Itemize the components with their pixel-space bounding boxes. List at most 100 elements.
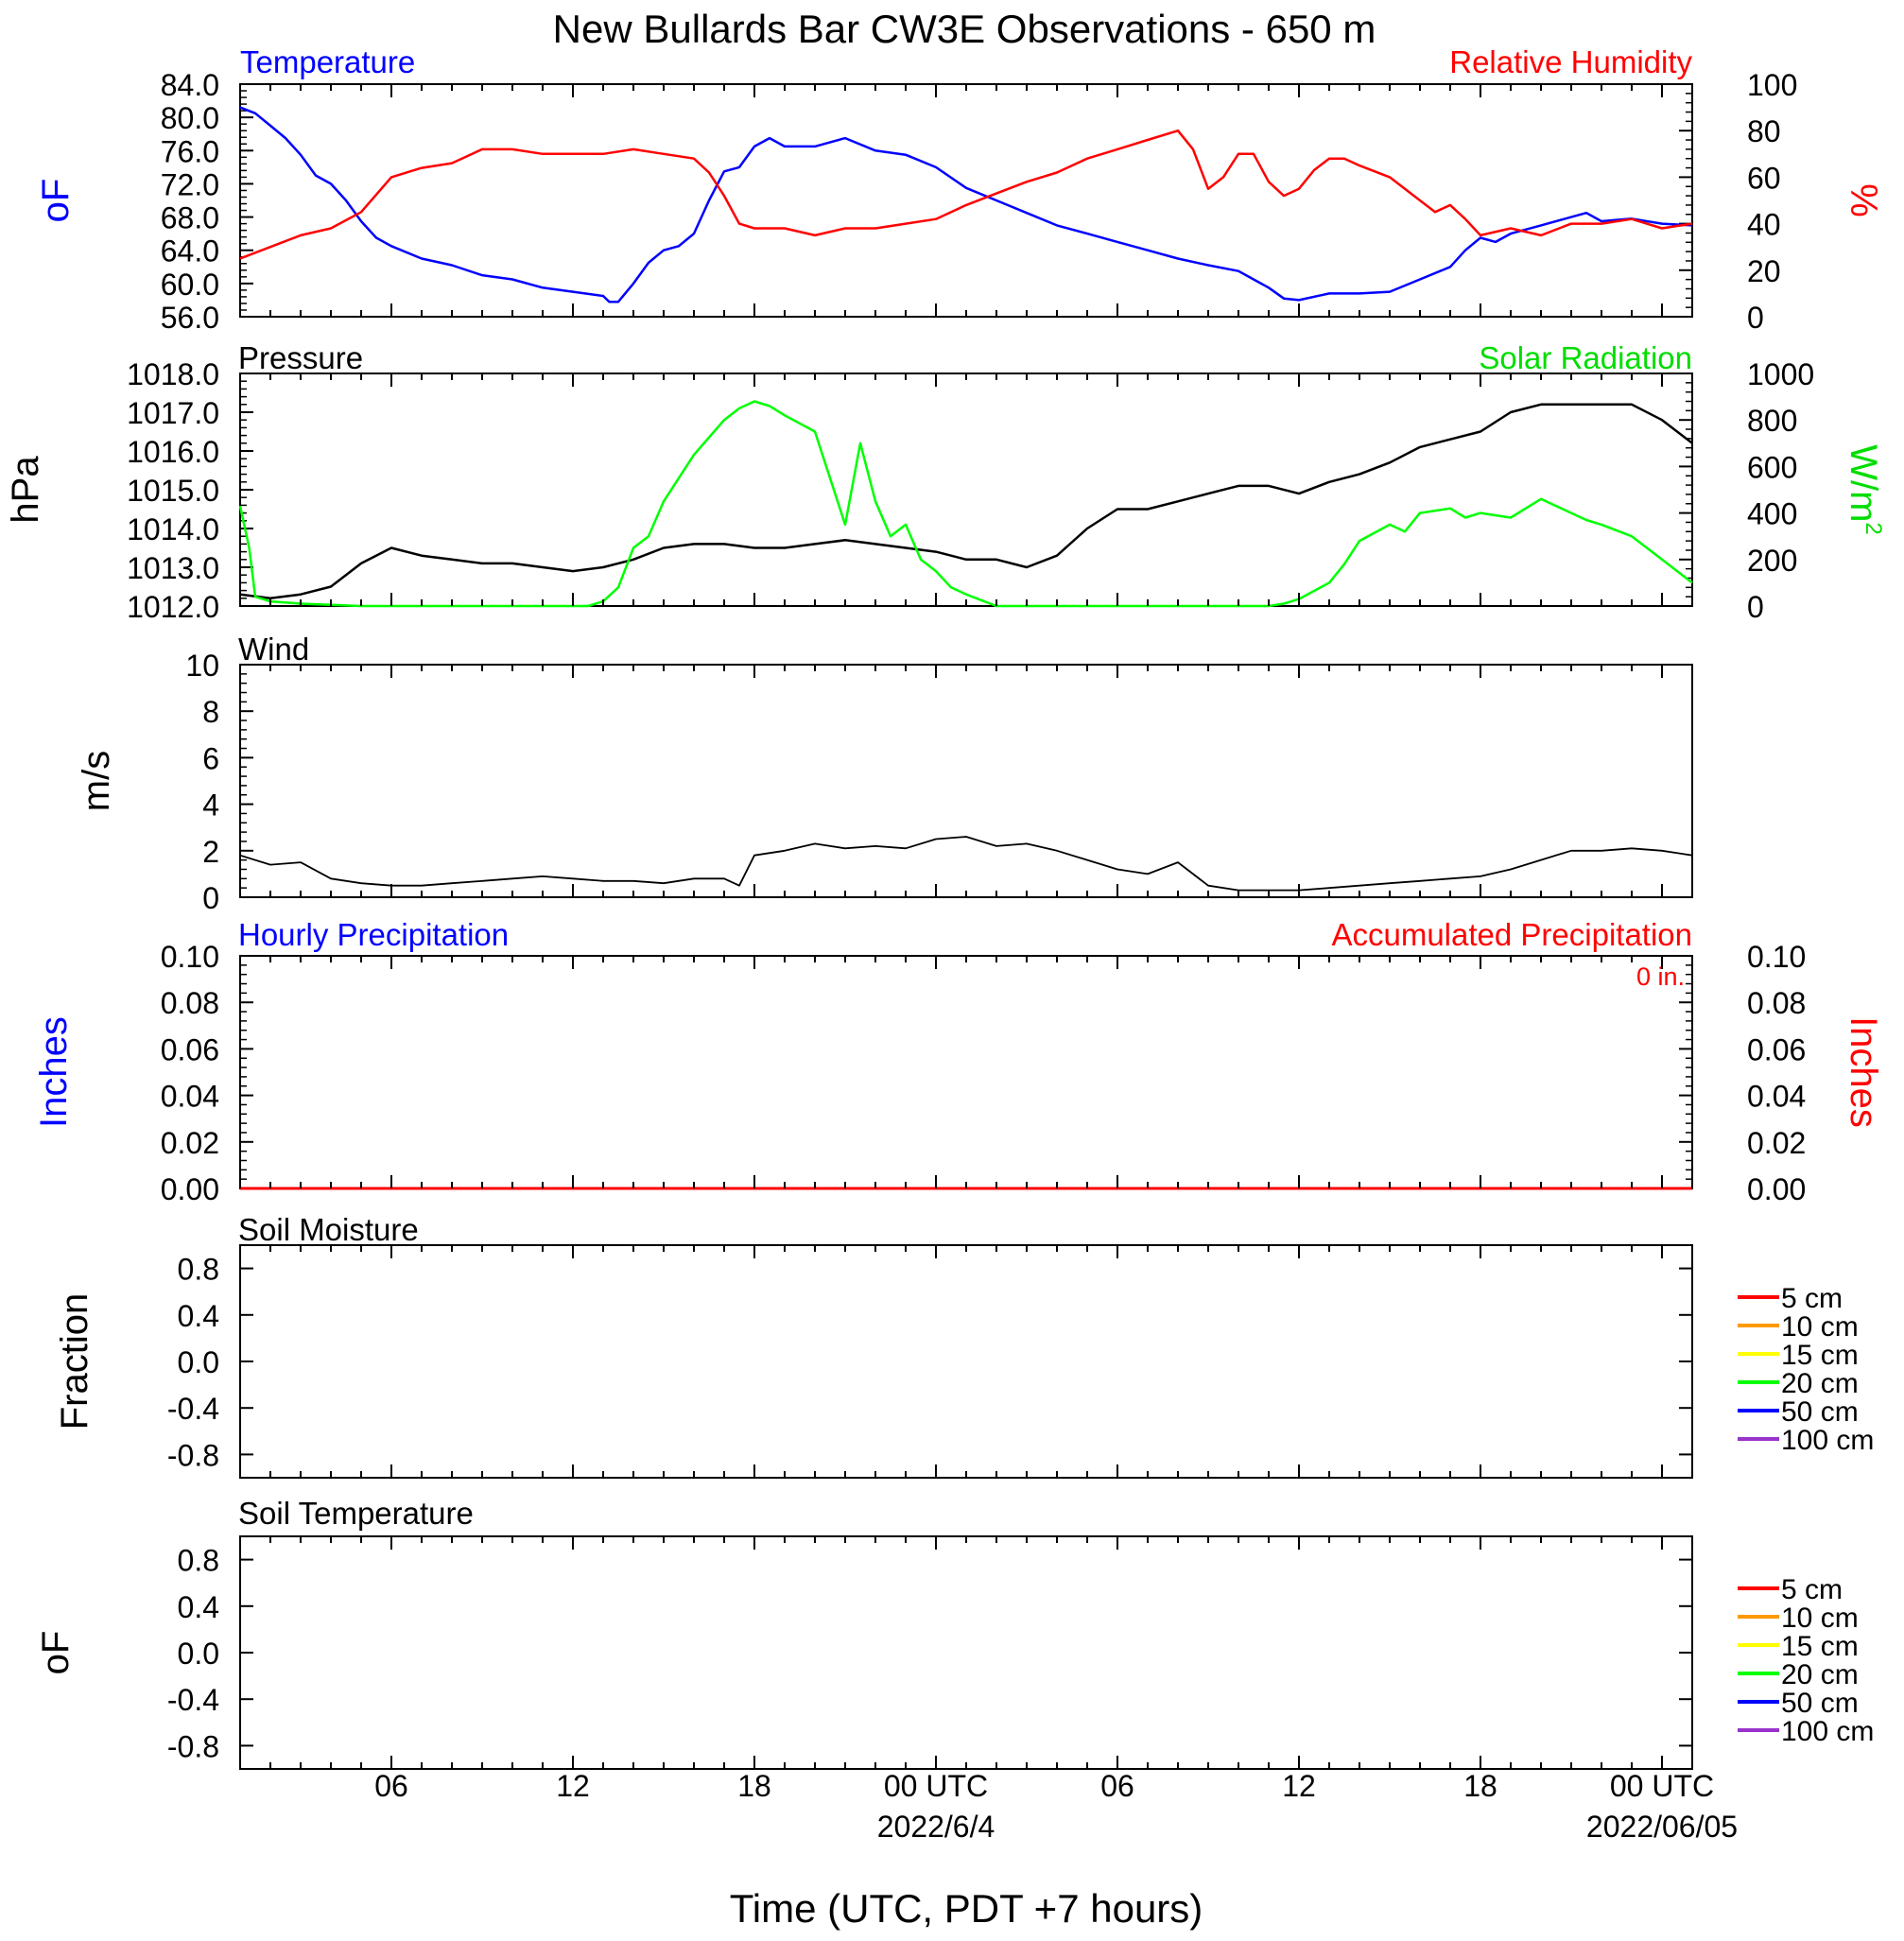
wind-tick-label: 8 — [202, 695, 219, 729]
humidity-tick-label: 60 — [1747, 161, 1781, 195]
wind-tick-label: 6 — [202, 741, 219, 775]
precip-right-tick-label: 0.06 — [1747, 1032, 1806, 1066]
soil-temp-legend-label: 20 cm — [1781, 1659, 1859, 1690]
humidity-title: Relative Humidity — [1449, 44, 1692, 79]
pressure-tick-label: 1016.0 — [127, 435, 219, 469]
soil-moisture-tick-label: 0.4 — [178, 1299, 219, 1333]
solar-title: Solar Radiation — [1479, 340, 1692, 375]
time-tick-label: 06 — [374, 1769, 408, 1803]
soil-temp-title: Soil Temperature — [238, 1496, 474, 1531]
pressure-title: Pressure — [238, 340, 363, 375]
soil-temp-legend-label: 100 cm — [1781, 1716, 1874, 1747]
soil-moisture-legend-label: 5 cm — [1781, 1283, 1843, 1314]
pressure-tick-labels: 1018.0 1017.0 1016.0 1015.0 1014.0 1013.0 1012… — [127, 357, 253, 624]
precip-right-tick-labels: 0.10 0.08 0.06 0.04 0.02 0.00 — [1679, 940, 1806, 1206]
solar-tick-label: 600 — [1747, 450, 1797, 484]
wind-tick-label: 2 — [202, 835, 219, 869]
soil-temp-legend-label: 15 cm — [1781, 1631, 1859, 1662]
wind-series-line — [239, 836, 1693, 892]
soil-moisture-tick-label: -0.8 — [167, 1438, 219, 1472]
soil-moisture-legend-label: 50 cm — [1781, 1396, 1859, 1428]
temperature-tick-label: 80.0 — [161, 101, 219, 135]
precip-right-tick-label: 0.10 — [1747, 940, 1806, 974]
pressure-tick-label: 1018.0 — [127, 357, 219, 391]
pressure-solar-lines — [238, 400, 1693, 608]
precip-left-ylabel: Inches — [33, 1016, 75, 1128]
temperature-tick-label: 84.0 — [161, 68, 219, 102]
pressure-tick-label: 1014.0 — [127, 512, 219, 546]
precip-left-tick-labels: 0.10 0.08 0.06 0.04 0.02 0.00 — [161, 940, 253, 1206]
temperature-tick-label: 64.0 — [161, 234, 219, 269]
wind-title: Wind — [238, 632, 309, 667]
temperature-ylabel: oF — [35, 179, 77, 223]
soil-moisture-title: Soil Moisture — [238, 1212, 419, 1247]
pressure-series-line — [239, 403, 1693, 600]
soil-moisture-tick-labels: 0.8 0.4 0.0 -0.4 -0.8 — [167, 1253, 1692, 1472]
time-tick-label: 00 UTC — [1610, 1769, 1714, 1803]
time-tick-label: 18 — [737, 1769, 771, 1803]
temperature-tick-label: 68.0 — [161, 201, 219, 235]
soil-temp-legend-label: 50 cm — [1781, 1688, 1859, 1719]
soil-moisture-legend-label: 100 cm — [1781, 1425, 1874, 1456]
accum-precip-value: 0 in. — [1636, 962, 1685, 991]
pressure-tick-label: 1012.0 — [127, 590, 219, 624]
soil-moisture-tick-label: 0.8 — [178, 1253, 219, 1287]
pressure-tick-label: 1015.0 — [127, 474, 219, 508]
time-axis-labels: 06 12 18 00 UTC 2022/6/4 06 12 18 00 UTC 2022/06/… — [374, 1769, 1738, 1844]
precip-left-tick-label: 0.10 — [161, 940, 219, 974]
solar-ylabel: W/m2 — [1843, 444, 1886, 535]
soil-moisture-panel: Soil Moisture Fraction 0.8 0.4 0.0 -0.4 -0.8… — [54, 1212, 1874, 1479]
soil-moisture-legend-label: 15 cm — [1781, 1340, 1859, 1371]
soil-moisture-legend-label: 20 cm — [1781, 1368, 1859, 1399]
precip-left-tick-label: 0.00 — [161, 1172, 219, 1206]
time-axis-ticks — [239, 84, 1693, 1769]
time-tick-label: 18 — [1463, 1769, 1497, 1803]
wind-panel: Wind m/s 10 8 6 4 2 0 — [76, 632, 1693, 915]
temperature-series-line — [239, 106, 1693, 303]
precip-left-tick-label: 0.02 — [161, 1126, 219, 1160]
precip-right-tick-label: 0.08 — [1747, 986, 1806, 1020]
x-axis-label: Time (UTC, PDT +7 hours) — [730, 1886, 1203, 1931]
wind-tick-label: 4 — [202, 789, 219, 823]
soil-temp-tick-label: 0.0 — [178, 1637, 219, 1671]
precip-panel: Hourly Precipitation Accumulated Precipi… — [33, 917, 1884, 1206]
temperature-tick-label: 76.0 — [161, 134, 219, 168]
humidity-tick-label: 0 — [1747, 301, 1764, 335]
wind-tick-label: 0 — [202, 881, 219, 915]
solar-tick-label: 1000 — [1747, 357, 1814, 391]
soil-temp-tick-label: 0.4 — [178, 1590, 219, 1624]
wind-tick-labels: 10 8 6 4 2 0 — [185, 649, 253, 915]
humidity-tick-label: 40 — [1747, 208, 1781, 242]
solar-tick-label: 400 — [1747, 497, 1797, 531]
soil-temp-tick-label: -0.8 — [167, 1729, 219, 1763]
solar-tick-labels: 1000 800 600 400 200 0 — [1679, 357, 1814, 624]
humidity-ylabel: % — [1843, 183, 1884, 217]
solar-series-line — [238, 400, 1693, 608]
precip-left-tick-label: 0.04 — [161, 1080, 219, 1114]
pressure-tick-label: 1017.0 — [127, 396, 219, 430]
wind-line — [239, 836, 1693, 892]
temperature-tick-labels: 84.080.076.072.068.064.060.056.0 — [161, 68, 253, 335]
time-tick-label: 12 — [1282, 1769, 1316, 1803]
humidity-series-line — [239, 129, 1693, 260]
soil-temp-ylabel: oF — [35, 1631, 77, 1675]
time-tick-label: 06 — [1100, 1769, 1134, 1803]
soil-temp-tick-label: 0.8 — [178, 1544, 219, 1578]
temp-rh-lines — [239, 106, 1693, 303]
humidity-tick-label: 100 — [1747, 68, 1797, 102]
soil-moisture-tick-label: 0.0 — [178, 1345, 219, 1379]
soil-temp-tick-label: -0.4 — [167, 1683, 219, 1717]
precip-left-tick-label: 0.06 — [161, 1032, 219, 1066]
soil-moisture-ylabel: Fraction — [54, 1293, 95, 1430]
soil-temp-tick-labels: 0.8 0.4 0.0 -0.4 -0.8 — [167, 1544, 1692, 1763]
temperature-tick-label: 72.0 — [161, 167, 219, 201]
pressure-tick-label: 1013.0 — [127, 551, 219, 585]
soil-moisture-tick-label: -0.4 — [167, 1392, 219, 1426]
precip-right-tick-label: 0.04 — [1747, 1080, 1806, 1114]
humidity-tick-label: 20 — [1747, 254, 1781, 288]
soil-temp-legend-label: 10 cm — [1781, 1603, 1859, 1634]
temperature-tick-label: 60.0 — [161, 268, 219, 302]
accum-precip-title: Accumulated Precipitation — [1331, 917, 1692, 952]
